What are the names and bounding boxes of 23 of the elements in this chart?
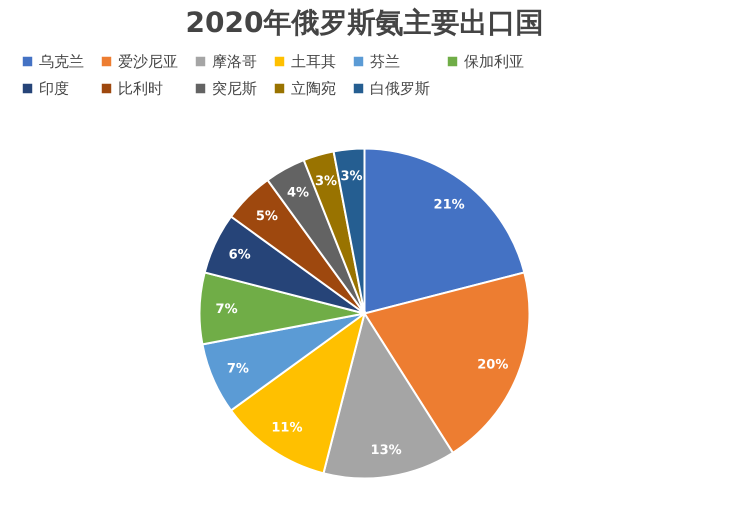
data-label: 4% <box>286 186 310 201</box>
data-label: 11% <box>271 420 302 436</box>
legend-label: 芬兰 <box>370 52 400 71</box>
legend-label: 立陶宛 <box>291 80 336 98</box>
chart-title: 2020年俄罗斯氨主要出口国 <box>186 6 544 39</box>
legend-label: 保加利亚 <box>464 52 524 71</box>
legend-label: 爱沙尼亚 <box>118 52 178 71</box>
data-label: 7% <box>216 302 238 318</box>
legend-label: 乌克兰 <box>39 52 84 71</box>
data-label: 13% <box>370 442 402 458</box>
legend-label: 白俄罗斯 <box>370 80 430 98</box>
data-label: 5% <box>256 208 278 224</box>
data-label: 7% <box>226 361 249 376</box>
legend-label: 比利时 <box>118 80 163 98</box>
data-label: 3% <box>340 169 363 184</box>
legend-label: 土耳其 <box>291 52 336 71</box>
legend-label: 摩洛哥 <box>212 52 257 71</box>
legend-label: 突尼斯 <box>212 80 257 98</box>
data-label: 3% <box>314 174 338 189</box>
data-label: 21% <box>434 197 465 212</box>
data-label: 6% <box>228 248 251 263</box>
legend-label: 印度 <box>39 80 69 98</box>
data-label: 20% <box>477 357 508 372</box>
